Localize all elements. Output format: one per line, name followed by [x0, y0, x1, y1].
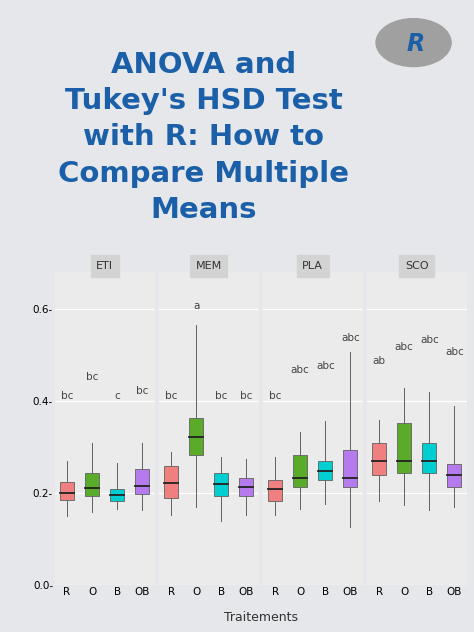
Bar: [136, 469, 149, 494]
Text: abc: abc: [291, 365, 310, 375]
Text: bc: bc: [165, 391, 177, 401]
Text: ab: ab: [373, 356, 386, 366]
Text: abc: abc: [445, 347, 464, 357]
Text: a: a: [193, 301, 200, 311]
Text: abc: abc: [395, 343, 414, 352]
Bar: [164, 466, 178, 498]
Bar: [319, 461, 332, 480]
Text: bc: bc: [269, 391, 281, 401]
Text: abc: abc: [316, 361, 335, 371]
Bar: [422, 443, 436, 473]
Bar: [372, 443, 386, 475]
Text: bc: bc: [86, 372, 98, 382]
Bar: [344, 450, 357, 487]
Text: R: R: [407, 32, 425, 56]
Circle shape: [376, 18, 451, 66]
Bar: [397, 423, 411, 473]
Text: bc: bc: [61, 391, 73, 401]
Bar: [60, 482, 74, 501]
Text: abc: abc: [341, 333, 360, 343]
Title: PLA: PLA: [302, 261, 323, 271]
Bar: [110, 489, 124, 501]
Text: bc: bc: [215, 391, 228, 401]
Bar: [214, 473, 228, 496]
Bar: [293, 455, 307, 487]
Title: SCO: SCO: [405, 261, 428, 271]
Title: MEM: MEM: [196, 261, 222, 271]
Text: Traitements: Traitements: [224, 611, 298, 624]
Bar: [447, 464, 461, 487]
Bar: [239, 478, 253, 496]
Bar: [189, 418, 203, 455]
Title: ETI: ETI: [96, 261, 113, 271]
Text: bc: bc: [240, 391, 253, 401]
Text: c: c: [114, 391, 120, 401]
Bar: [85, 473, 99, 496]
Bar: [268, 480, 282, 501]
Text: ANOVA and
Tukey's HSD Test
with R: How to
Compare Multiple
Means: ANOVA and Tukey's HSD Test with R: How t…: [58, 51, 349, 224]
Text: abc: abc: [420, 336, 438, 345]
Text: bc: bc: [136, 386, 148, 396]
